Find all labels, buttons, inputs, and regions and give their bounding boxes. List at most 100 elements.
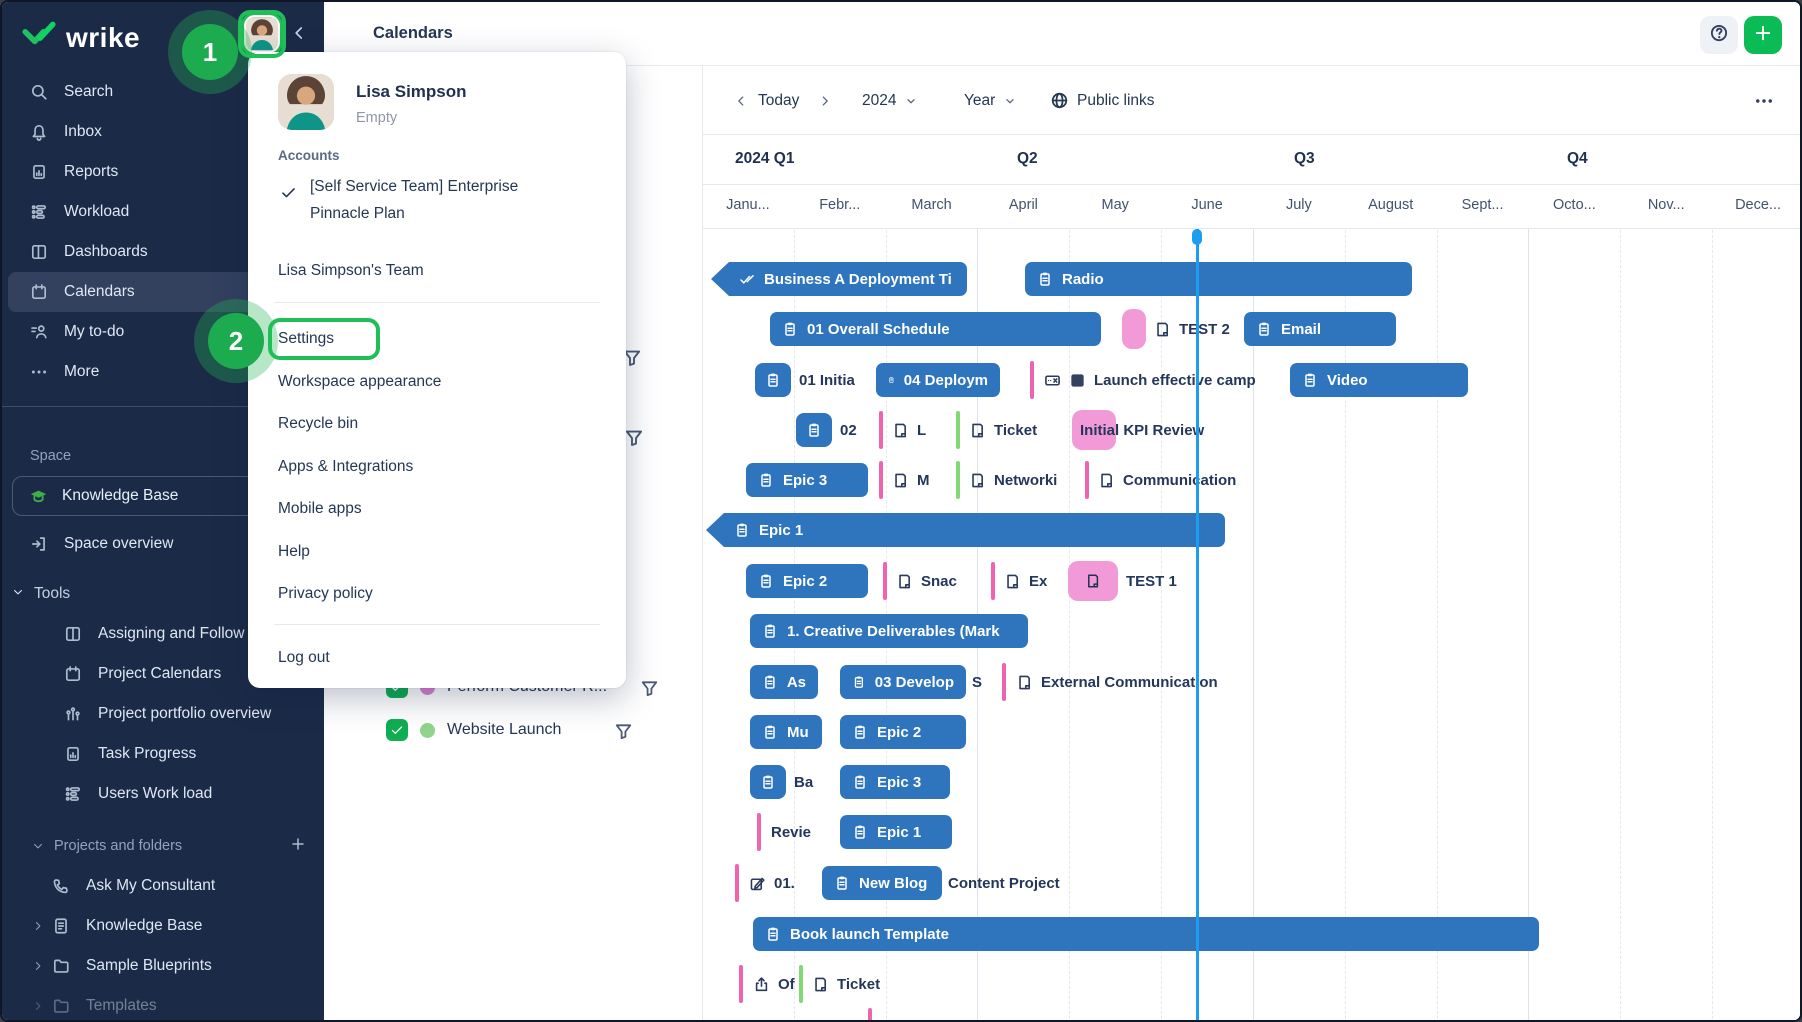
user-avatar[interactable] [244, 15, 280, 53]
menu-item-workspace-appearance[interactable]: Workspace appearance [278, 372, 442, 390]
help-button[interactable] [1700, 16, 1738, 54]
add-button[interactable] [1744, 16, 1782, 54]
sidebar-item-ask-my-consultant[interactable]: Ask My Consultant [2, 866, 324, 906]
task-label[interactable]: S [972, 665, 982, 699]
menu-item-settings[interactable]: Settings [278, 330, 335, 347]
task-label[interactable]: TEST 1 [1126, 564, 1177, 598]
sidebar-item-project-calendars[interactable]: Project Calendars [2, 654, 324, 694]
menu-item-help[interactable]: Help [278, 542, 310, 560]
sidebar-item-reports[interactable]: Reports [2, 152, 324, 192]
task-bar[interactable]: Epic 3 [746, 463, 868, 497]
task-bar[interactable]: New Blog [822, 866, 942, 900]
task-bar[interactable]: Email [1244, 312, 1396, 346]
task-label[interactable]: Ticket [812, 967, 880, 1001]
task-label[interactable]: TEST 2 [1154, 312, 1230, 346]
task-tick[interactable] [868, 1008, 872, 1020]
add-project-icon[interactable] [290, 836, 306, 856]
sidebar-item-knowledge-base[interactable]: Knowledge Base [2, 906, 324, 946]
task-bar[interactable]: 03 Develop [840, 665, 966, 699]
task-label[interactable]: Revie [771, 815, 811, 849]
task-label[interactable]: 02 [840, 413, 857, 447]
filter-icon[interactable] [614, 722, 633, 746]
task-bar[interactable]: Radio [1025, 262, 1412, 296]
account-name-line2[interactable]: Pinnacle Plan [310, 205, 405, 222]
tools-section-toggle[interactable]: Tools [2, 574, 324, 614]
task-label[interactable]: 01. [749, 866, 795, 900]
task-chip[interactable] [796, 413, 832, 447]
sidebar-item-task-progress[interactable]: Task Progress [2, 734, 324, 774]
task-label[interactable]: External Communication [1016, 665, 1218, 699]
space-item-knowledge-base[interactable]: Knowledge Base [12, 476, 314, 516]
sidebar-item-project-portfolio-overview[interactable]: Project portfolio overview [2, 694, 324, 734]
today-button[interactable]: Today [758, 91, 800, 109]
task-bar[interactable]: Business A Deployment Ti [711, 262, 967, 296]
menu-item-apps-integrations[interactable]: Apps & Integrations [278, 457, 414, 475]
task-bar[interactable]: Video [1290, 363, 1468, 397]
sidebar-item-dashboards[interactable]: Dashboards [2, 232, 324, 272]
calendar-checkbox[interactable] [386, 719, 408, 741]
sidebar-item-users-work-load[interactable]: Users Work load [2, 774, 324, 814]
menu-item-privacy-policy[interactable]: Privacy policy [278, 585, 373, 602]
task-label[interactable]: 01 Initia [799, 363, 855, 397]
task-bar[interactable]: Book launch Template [753, 917, 1539, 951]
sidebar-item-workload[interactable]: Workload [2, 192, 324, 232]
menu-item-log-out[interactable]: Log out [278, 649, 330, 666]
task-bar[interactable]: Epic 1 [706, 513, 1225, 547]
sidebar-item-my-to-do[interactable]: My to-do [2, 312, 324, 352]
task-label[interactable]: L [892, 413, 926, 447]
public-links-button[interactable]: Public links [1050, 66, 1155, 135]
sidebar-item-assigning-and-follow[interactable]: Assigning and Follow [2, 614, 324, 654]
task-label[interactable]: Snac [896, 564, 957, 598]
task-tick[interactable] [956, 411, 960, 449]
task-bar[interactable]: 01 Overall Schedule [770, 312, 1101, 346]
menu-item-mobile-apps[interactable]: Mobile apps [278, 500, 362, 517]
next-period-button[interactable] [818, 66, 832, 135]
sidebar-item-space-overview[interactable]: Space overview [2, 524, 324, 564]
task-tick[interactable] [1030, 361, 1034, 399]
task-bar[interactable]: Mu [750, 715, 822, 749]
filter-icon[interactable] [640, 679, 659, 703]
year-select[interactable]: 2024 [862, 66, 918, 135]
projects-section-toggle[interactable]: Projects and folders [2, 826, 324, 866]
filter-icon[interactable] [622, 348, 642, 373]
task-tick[interactable] [879, 411, 883, 449]
task-label[interactable]: Ticket [969, 413, 1037, 447]
task-label[interactable]: Ex [1004, 564, 1047, 598]
task-label[interactable]: Launch effective camp [1044, 363, 1256, 397]
sidebar-item-search[interactable]: Search [2, 72, 324, 112]
task-tick[interactable] [883, 562, 887, 600]
task-tick[interactable] [757, 813, 761, 851]
task-tick[interactable] [956, 461, 960, 499]
task-tick[interactable] [991, 562, 995, 600]
task-tick[interactable] [1002, 663, 1006, 701]
scale-select[interactable]: Year [964, 66, 1017, 135]
account-name-line1[interactable]: [Self Service Team] Enterprise [310, 178, 519, 195]
team-account[interactable]: Lisa Simpson's Team [278, 262, 424, 279]
task-tick[interactable] [735, 864, 739, 902]
task-bar[interactable]: As [750, 665, 818, 699]
task-label[interactable]: Initial KPI Review [1080, 413, 1204, 447]
task-chip[interactable] [750, 765, 786, 799]
milestone-chip[interactable] [1068, 561, 1118, 601]
menu-item-recycle-bin[interactable]: Recycle bin [278, 415, 359, 432]
task-bar[interactable]: Epic 2 [840, 715, 966, 749]
task-label[interactable]: M [892, 463, 930, 497]
filter-icon[interactable] [624, 428, 644, 453]
wrike-logo[interactable]: wrike [22, 18, 140, 57]
task-chip[interactable] [755, 363, 791, 397]
task-bar[interactable]: 1. Creative Deliverables (Mark [750, 614, 1028, 648]
task-bar[interactable]: Epic 2 [746, 564, 868, 598]
task-tick[interactable] [1085, 461, 1089, 499]
sidebar-collapse-icon[interactable] [290, 24, 308, 47]
task-tick[interactable] [739, 965, 743, 1003]
sidebar-item-templates[interactable]: Templates [2, 986, 324, 1020]
sidebar-item-more[interactable]: More [2, 352, 324, 392]
task-bar[interactable]: Epic 1 [840, 815, 952, 849]
prev-period-button[interactable] [734, 66, 748, 135]
task-bar[interactable]: Epic 3 [840, 765, 950, 799]
sidebar-item-sample-blueprints[interactable]: Sample Blueprints [2, 946, 324, 986]
task-label[interactable]: Ba [794, 765, 813, 799]
task-label[interactable]: Networki [969, 463, 1057, 497]
task-tick[interactable] [879, 461, 883, 499]
task-label[interactable]: Of [753, 967, 795, 1001]
